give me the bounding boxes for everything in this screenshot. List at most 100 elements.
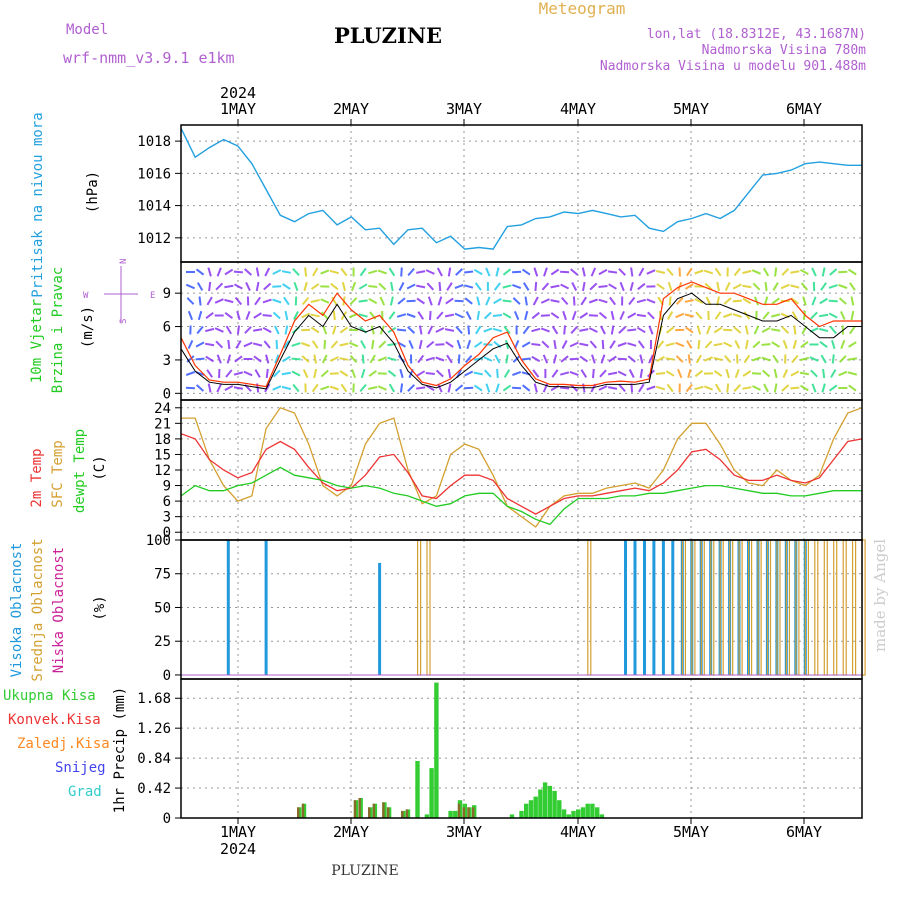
wind-arrow xyxy=(502,268,512,276)
y-tick-label: 9 xyxy=(163,479,171,495)
wind-arrow xyxy=(563,325,566,335)
wind-arrow xyxy=(713,357,723,361)
wind-arrow xyxy=(425,384,435,392)
wind-arrow xyxy=(531,327,541,333)
wind-arrow xyxy=(819,327,829,333)
pressure-line xyxy=(180,127,862,250)
wind-arrow xyxy=(492,327,503,333)
wind-arrow xyxy=(675,355,684,363)
precip-conv-bar xyxy=(462,807,465,818)
wind-arrow xyxy=(371,339,375,350)
y-tick-label: 0 xyxy=(163,386,171,402)
wind-arrow xyxy=(505,339,510,350)
wind-arrow xyxy=(581,267,586,277)
wind-arrow xyxy=(550,284,560,289)
precip-conv-bar xyxy=(297,807,300,818)
wind-arrow xyxy=(531,355,541,363)
panel-frame xyxy=(180,678,863,819)
wind-arrow xyxy=(320,369,329,378)
precip-legend-item: Zaledj.Kisa xyxy=(17,736,110,752)
wind-arrow xyxy=(732,313,742,318)
y-tick-label: 1.26 xyxy=(137,721,171,737)
wind-arrow xyxy=(829,268,838,276)
wind-arrow xyxy=(533,383,538,393)
wind-arrow xyxy=(253,312,262,319)
wind-arrow xyxy=(579,312,589,319)
wind-arrow xyxy=(291,342,301,347)
wind-arrow xyxy=(694,269,704,275)
wind-arrow xyxy=(646,385,656,391)
wind-arrow xyxy=(331,296,338,306)
wind-arrow xyxy=(695,311,703,320)
cloud-low-title: Niska Oblacnost xyxy=(51,547,67,673)
wind-title: 10m Vjetar xyxy=(29,299,45,383)
wind-arrow xyxy=(323,339,326,350)
wind-arrow xyxy=(438,281,442,292)
wind-arrow xyxy=(445,341,454,348)
wind-arrow xyxy=(474,282,482,291)
y-tick-label: 50 xyxy=(154,600,171,616)
wind-arrow xyxy=(772,354,780,364)
wind-arrow xyxy=(580,296,588,306)
wind-arrow xyxy=(227,339,231,350)
wind-arrow xyxy=(553,339,557,350)
precip-total-bar xyxy=(509,814,515,818)
wind-arrow xyxy=(406,313,416,318)
cloud-mid-bar xyxy=(691,539,696,676)
wind-arrow xyxy=(810,311,818,320)
wind-arrow xyxy=(302,368,309,379)
wind-arrow xyxy=(630,267,634,277)
wind-arrow xyxy=(293,281,299,292)
wind-arrow xyxy=(799,371,810,376)
wind-arrow xyxy=(208,281,212,292)
wind-arrow xyxy=(397,297,406,305)
wind-arrow xyxy=(339,370,349,377)
bottom-day-label: 2MAY xyxy=(333,823,369,841)
wind-arrow xyxy=(465,311,472,320)
bottom-day-label: 5MAY xyxy=(673,823,709,841)
wind-arrow xyxy=(244,326,252,334)
wind-arrow xyxy=(214,327,224,333)
wind-arrow xyxy=(387,356,397,362)
precip-legend-item: Snijeg xyxy=(55,760,106,776)
wind-arrow xyxy=(600,325,606,335)
wind-arrow xyxy=(339,326,349,334)
wind-arrow xyxy=(226,354,232,364)
wind-arrow xyxy=(185,386,195,390)
wind-arrow xyxy=(368,297,378,305)
wind-arrow xyxy=(639,354,644,364)
wind-arrow xyxy=(761,356,771,362)
wind-arrow xyxy=(464,270,474,274)
top-day-label: 5MAY xyxy=(673,100,709,118)
wind-arrow xyxy=(272,369,281,378)
wind-arrow xyxy=(310,299,320,303)
wind-arrow xyxy=(398,282,405,291)
wind-arrow xyxy=(838,355,847,363)
wind-arrow xyxy=(322,325,328,335)
wind-arrow xyxy=(187,310,194,321)
wind-arrow xyxy=(598,268,608,276)
wind-arrow xyxy=(790,386,800,390)
wind-arrow xyxy=(399,383,404,393)
wind-arrow xyxy=(791,311,798,320)
wind-arrow xyxy=(607,270,618,274)
wind-arrow xyxy=(716,281,720,292)
wind-arrow xyxy=(313,368,318,379)
wind-arrow xyxy=(245,310,251,321)
wind-arrow xyxy=(485,296,491,306)
wind-arrow xyxy=(444,328,455,332)
wind-arrow xyxy=(793,325,797,335)
wind-arrow xyxy=(224,311,233,320)
wind-arrow xyxy=(330,282,339,291)
wind-arrow xyxy=(802,310,806,321)
wind-arrow xyxy=(435,327,445,333)
wind-arrow xyxy=(207,267,212,277)
model-label: Model xyxy=(66,22,108,38)
wind-arrow xyxy=(800,269,809,275)
wind-arrow xyxy=(254,369,261,378)
wind-arrow xyxy=(312,267,319,277)
wind-arrow xyxy=(734,368,740,379)
precip-total-bar xyxy=(453,810,458,818)
wind-arrow xyxy=(617,342,627,347)
wind-arrow xyxy=(686,340,693,349)
